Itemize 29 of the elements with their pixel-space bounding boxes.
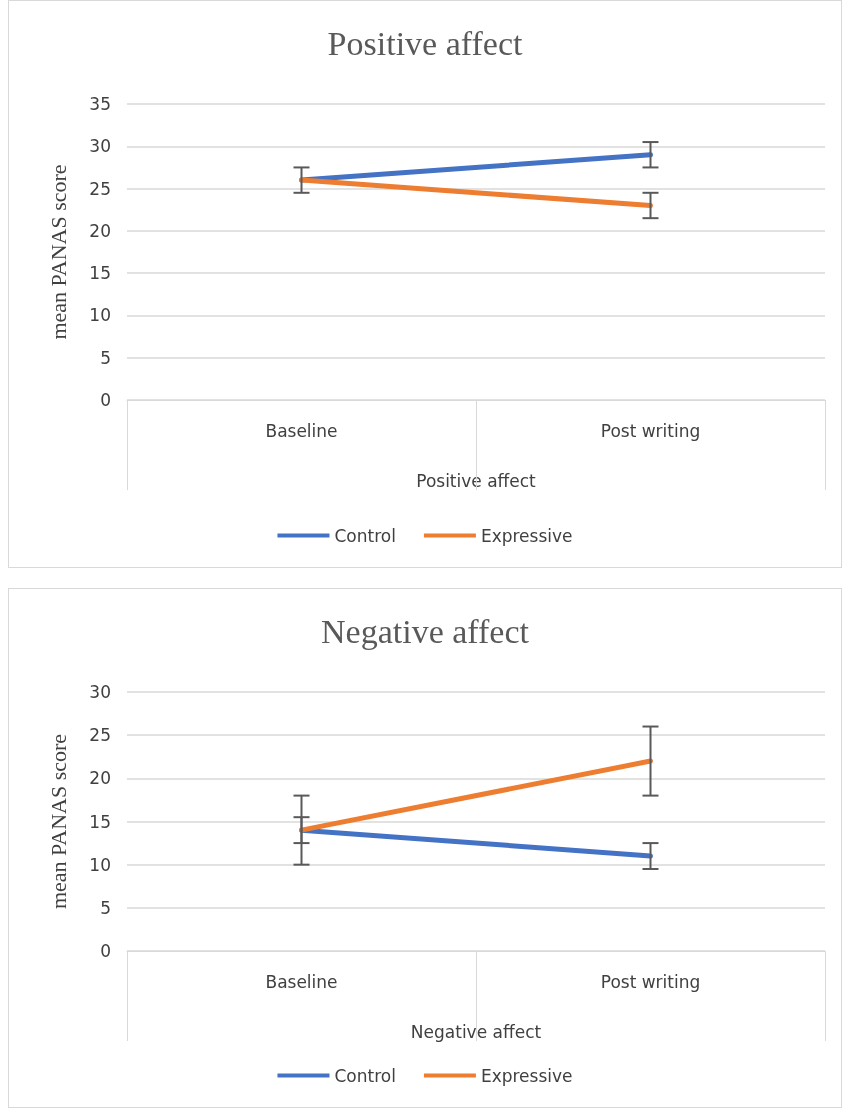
y-tick-label: 15 — [89, 263, 111, 284]
x-tick-label: Post writing — [600, 971, 701, 992]
y-tick-label: 25 — [89, 725, 111, 746]
chart-title: Positive affect — [327, 24, 523, 62]
x-tick-label: Baseline — [265, 420, 338, 441]
x-axis-title: Positive affect — [416, 470, 537, 491]
x-axis-title: Negative affect — [410, 1021, 542, 1042]
y-tick-label: 10 — [89, 854, 111, 875]
y-tick-label: 10 — [89, 305, 111, 326]
legend-label: Control — [334, 525, 396, 546]
y-tick-label: 15 — [89, 811, 111, 832]
y-tick-label: 0 — [100, 390, 111, 410]
y-axis-title: mean PANAS score — [45, 164, 71, 340]
chart-title: Negative affect — [321, 612, 530, 650]
legend-label: Control — [334, 1065, 396, 1086]
y-tick-label: 35 — [89, 94, 111, 114]
legend-label: Expressive — [480, 1065, 573, 1086]
y-tick-label: 20 — [89, 220, 111, 241]
y-tick-label: 30 — [89, 682, 111, 702]
y-tick-label: 5 — [100, 347, 111, 368]
y-tick-label: 30 — [89, 136, 111, 157]
x-tick-label: Baseline — [265, 971, 338, 992]
y-tick-label: 5 — [100, 897, 111, 918]
legend-label: Expressive — [480, 525, 573, 546]
y-tick-label: 0 — [100, 941, 111, 961]
y-tick-label: 20 — [89, 768, 111, 789]
x-tick-label: Post writing — [600, 420, 701, 441]
y-tick-label: 25 — [89, 178, 111, 199]
y-axis-title: mean PANAS score — [45, 733, 71, 910]
